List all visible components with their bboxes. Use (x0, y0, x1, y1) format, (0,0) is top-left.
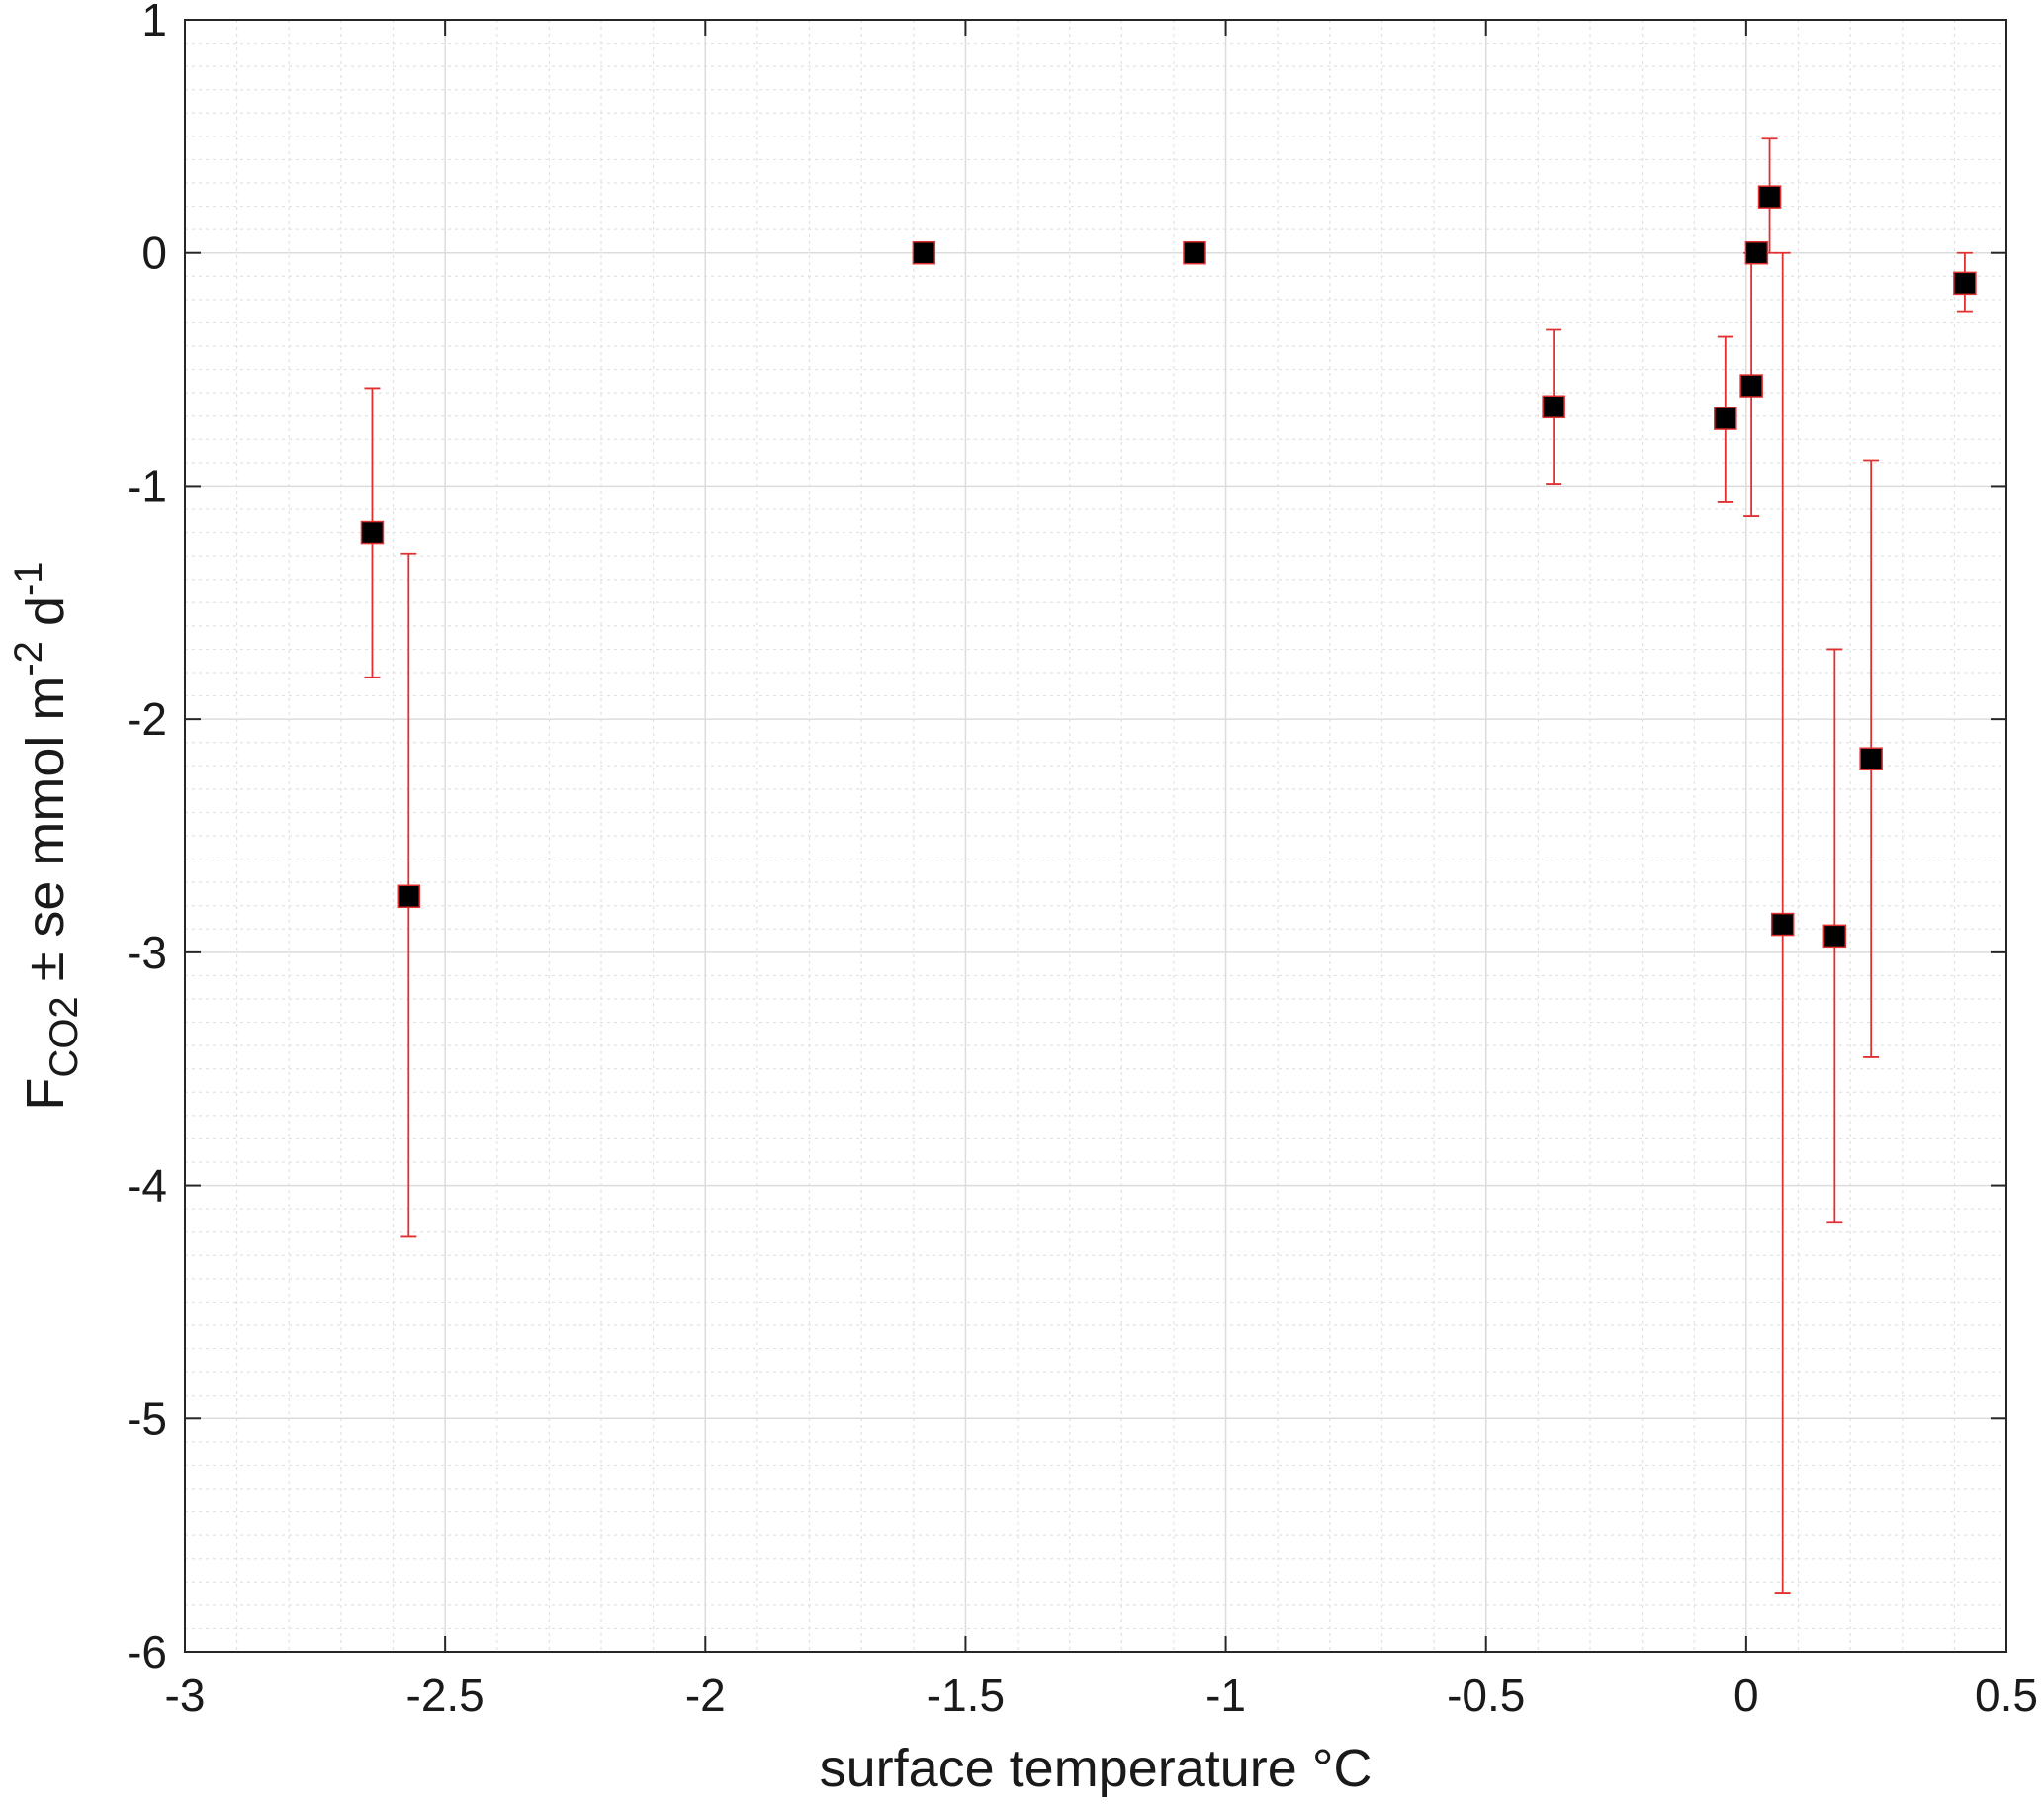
x-tick-label: -2 (685, 1670, 726, 1721)
data-point-marker (1714, 407, 1737, 430)
data-point-marker (1859, 747, 1883, 770)
data-point-marker (1953, 271, 1977, 296)
data-point-marker (1542, 395, 1565, 419)
data-point-marker (360, 520, 385, 545)
y-tick-label: -4 (127, 1160, 167, 1212)
y-axis-title-mid: d (16, 596, 75, 641)
y-tick-label: -3 (127, 927, 167, 978)
data-point-marker (1757, 185, 1782, 209)
data-point-marker (1739, 374, 1763, 398)
y-axis-title-main: F (16, 1078, 75, 1111)
plot-frame (184, 19, 2007, 1653)
data-point-marker (1183, 240, 1206, 265)
x-tick-label: -2.5 (406, 1670, 485, 1721)
data-point-marker (397, 884, 421, 909)
y-tick-label: 0 (141, 227, 167, 279)
data-point-marker (912, 240, 936, 265)
minor-grid (185, 20, 2006, 1652)
data-point-marker (1822, 924, 1847, 949)
y-tick-labels: 1 0 -1 -2 -3 -4 -5 -6 (127, 0, 167, 1677)
x-tick-label: -3 (165, 1670, 206, 1721)
x-tick-label: -0.5 (1447, 1670, 1525, 1721)
y-tick-label: 1 (141, 0, 167, 45)
x-tick-label: -1 (1205, 1670, 1246, 1721)
y-tick-label: -5 (127, 1393, 167, 1444)
y-axis-title-rest: ± se mmol m (16, 677, 75, 997)
data-point-marker (1770, 912, 1795, 937)
y-axis-title-superscript-2: -1 (7, 561, 50, 596)
y-tick-label: -2 (127, 693, 167, 745)
data-markers (360, 185, 1977, 949)
x-tick-label: 0 (1733, 1670, 1759, 1721)
x-tick-labels: -3 -2.5 -2 -1.5 -1 -0.5 0 0.5 (165, 1670, 2038, 1721)
axis-ticks (184, 19, 2007, 1653)
data-point-marker (1744, 240, 1769, 265)
y-axis-title-superscript-1: -2 (7, 641, 50, 677)
y-axis-title: FCO2 ± se mmol m-2 d-1 (7, 561, 86, 1110)
y-tick-label: -6 (127, 1626, 167, 1677)
x-tick-label: -1.5 (927, 1670, 1005, 1721)
x-tick-label: 0.5 (1975, 1670, 2038, 1721)
y-tick-label: -1 (127, 460, 167, 511)
y-axis-title-subscript: CO2 (43, 996, 86, 1077)
x-axis-title: surface temperature °C (820, 1739, 1373, 1798)
